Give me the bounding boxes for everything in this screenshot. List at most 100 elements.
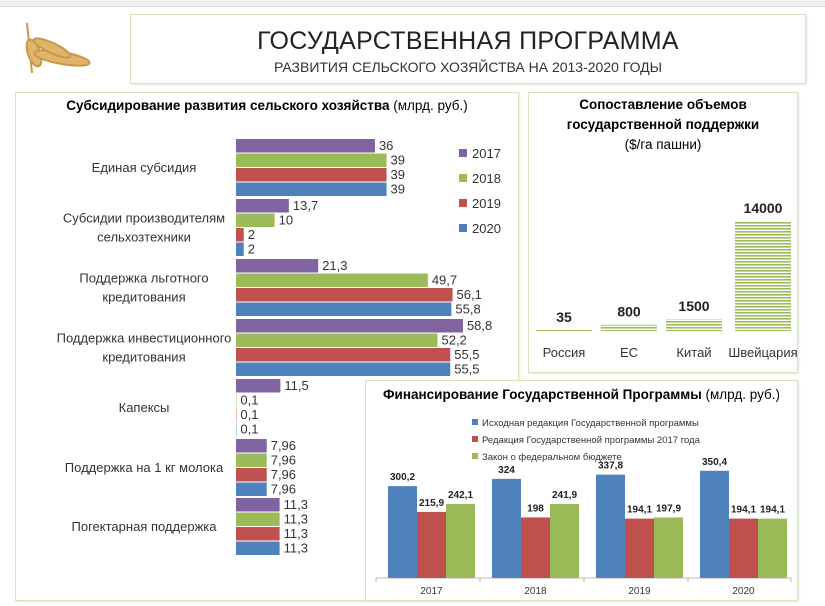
bar-2017	[236, 439, 267, 453]
bar-2020	[236, 362, 451, 376]
header-banner: ГОСУДАРСТВЕННАЯ ПРОГРАММА РАЗВИТИЯ СЕЛЬС…	[130, 14, 806, 84]
data-label: 0,1	[240, 422, 258, 437]
bar	[700, 470, 729, 578]
data-label: 13,7	[293, 198, 318, 213]
category-label: Швейцария	[728, 345, 797, 360]
bar	[729, 518, 758, 578]
category-label: ЕС	[620, 345, 638, 360]
comparison-subtitle: ($/га пашни)	[624, 137, 702, 152]
bar-2018	[236, 453, 267, 467]
data-label: 39	[391, 182, 405, 197]
data-label: 35	[556, 309, 572, 325]
legend-label-2019: 2019	[472, 196, 501, 211]
bar-2019	[236, 348, 451, 362]
bar	[388, 486, 417, 578]
data-label: 0,1	[240, 393, 258, 408]
bar-2020	[236, 541, 280, 555]
category-label: Единая субсидия	[92, 160, 197, 175]
bar-2019	[236, 527, 280, 541]
data-label: 0,1	[240, 407, 258, 422]
data-label: 11,3	[284, 526, 308, 541]
category-label: Поддержка инвестиционного	[57, 331, 232, 346]
data-label: 194,1	[731, 505, 756, 516]
data-label: 21,3	[322, 258, 347, 273]
bar-2019	[236, 168, 387, 182]
data-label: 55,8	[455, 302, 480, 317]
data-label: 324	[498, 465, 515, 476]
legend-label: Исходная редакция Государственной програ…	[482, 418, 699, 429]
data-label: 7,96	[271, 482, 296, 497]
bar-2018	[236, 153, 387, 167]
data-label: 10	[279, 213, 293, 228]
category-label: Китай	[676, 345, 711, 360]
window-top-bar	[0, 0, 825, 7]
bar	[596, 474, 625, 578]
data-label: 7,96	[271, 453, 296, 468]
data-label: 11,3	[284, 512, 308, 527]
bar	[536, 330, 592, 331]
bar-2017	[236, 139, 375, 153]
category-label: Россия	[543, 345, 586, 360]
financing-title-unit: (млрд. руб.)	[705, 387, 780, 402]
comparison-title: Сопоставление объемов государственной по…	[529, 95, 797, 155]
category-label: Субсидии производителям	[63, 211, 225, 226]
bar	[625, 518, 654, 578]
data-label: 1500	[678, 298, 709, 314]
data-label: 11,3	[284, 541, 308, 556]
page-title: ГОСУДАРСТВЕННАЯ ПРОГРАММА	[257, 27, 679, 55]
data-label: 11,5	[284, 378, 308, 393]
financing-title-text: Финансирование Государственной Программы	[383, 387, 702, 402]
data-label: 7,96	[271, 467, 296, 482]
bar	[666, 319, 722, 331]
subsidy-title-text: Субсидирование развития сельского хозяйс…	[66, 98, 390, 113]
bar	[417, 511, 446, 578]
data-label: 2	[248, 227, 255, 242]
bar-2017	[236, 199, 289, 213]
data-label: 11,3	[284, 497, 308, 512]
bar-2019	[236, 468, 267, 482]
category-label: 2019	[628, 586, 651, 597]
bar-2018	[236, 333, 438, 347]
data-label: 2	[248, 242, 255, 257]
comparison-title-line1: Сопоставление объемов	[579, 97, 747, 112]
wheat-logo	[25, 22, 91, 74]
bar-2018	[236, 273, 428, 287]
data-label: 197,9	[656, 503, 681, 514]
bar	[550, 503, 579, 578]
data-label: 300,2	[390, 472, 415, 483]
legend-swatch-2017	[459, 149, 467, 157]
subsidy-chart-panel: Субсидирование развития сельского хозяйс…	[15, 92, 519, 601]
category-label: кредитования	[102, 290, 185, 305]
legend-label: Закон о федеральном бюджете	[482, 452, 622, 463]
bar	[492, 478, 521, 578]
legend-swatch	[472, 436, 478, 442]
bar	[654, 517, 683, 578]
bar-2020	[236, 182, 387, 196]
category-label: Поддержка льготного	[79, 271, 208, 286]
bar-2018	[236, 213, 275, 227]
legend-swatch	[472, 419, 478, 425]
bar-2019	[236, 288, 453, 302]
comparison-chart: 35 Россия 800 ЕС 1500 Китай 14000 Швейцария	[536, 200, 797, 360]
data-label: 242,1	[448, 490, 473, 501]
data-label: 215,9	[419, 498, 444, 509]
category-label: 2020	[732, 586, 755, 597]
bar-2017	[236, 259, 319, 273]
financing-chart-panel: Финансирование Государственной Программы…	[365, 380, 798, 601]
data-label: 194,1	[760, 505, 785, 516]
financing-chart-title: Финансирование Государственной Программы…	[366, 387, 797, 402]
legend-label-2017: 2017	[472, 146, 501, 161]
data-label: 56,1	[457, 287, 482, 302]
data-label: 198	[527, 503, 544, 514]
bar	[735, 221, 791, 331]
category-label: Капексы	[119, 400, 170, 415]
bar-2020	[236, 482, 267, 496]
data-label: 55,5	[454, 362, 479, 377]
data-label: 337,8	[598, 461, 623, 472]
data-label: 350,4	[702, 457, 727, 468]
data-label: 39	[391, 153, 405, 168]
bar	[446, 503, 475, 578]
legend-swatch	[472, 453, 478, 459]
bar	[601, 324, 657, 331]
legend-label: Редакция Государственной программы 2017 …	[482, 435, 701, 446]
